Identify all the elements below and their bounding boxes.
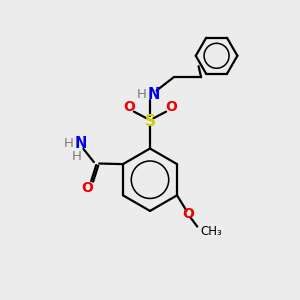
Text: H: H <box>64 137 74 150</box>
Text: N: N <box>147 87 160 102</box>
Text: O: O <box>165 100 177 115</box>
Text: N: N <box>74 136 87 151</box>
Text: O: O <box>182 207 194 221</box>
Text: O: O <box>81 182 93 196</box>
Text: H: H <box>137 88 147 101</box>
Text: CH₃: CH₃ <box>200 225 222 238</box>
Text: H: H <box>71 150 81 163</box>
Text: S: S <box>145 114 155 129</box>
Text: O: O <box>123 100 135 115</box>
